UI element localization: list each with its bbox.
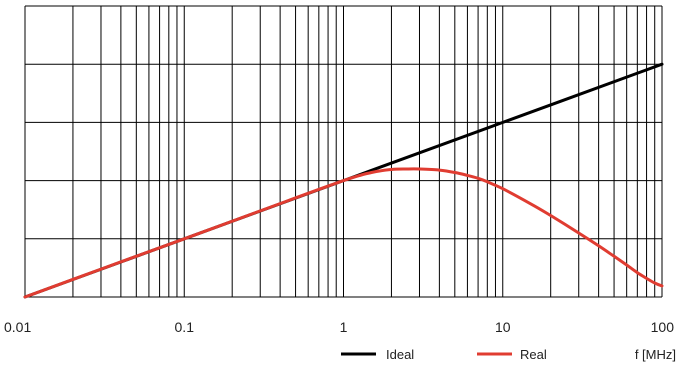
chart-legend: Ideal Real f [MHz]: [341, 347, 676, 362]
x-tick-label: 0.01: [4, 319, 31, 335]
legend-ideal-label: Ideal: [386, 347, 414, 362]
x-tick-label: 100: [651, 319, 675, 335]
x-axis-title: f [MHz]: [635, 347, 676, 362]
chart-series: [23, 62, 664, 299]
x-tick-labels: 0.01 0.1 1 10 100: [4, 319, 674, 335]
chart-grid: [24, 5, 663, 298]
x-tick-label: 0.1: [175, 319, 195, 335]
legend-real-label: Real: [520, 347, 547, 362]
series-line-real: [23, 167, 664, 299]
x-tick-label: 10: [495, 319, 511, 335]
x-tick-label: 1: [340, 319, 348, 335]
